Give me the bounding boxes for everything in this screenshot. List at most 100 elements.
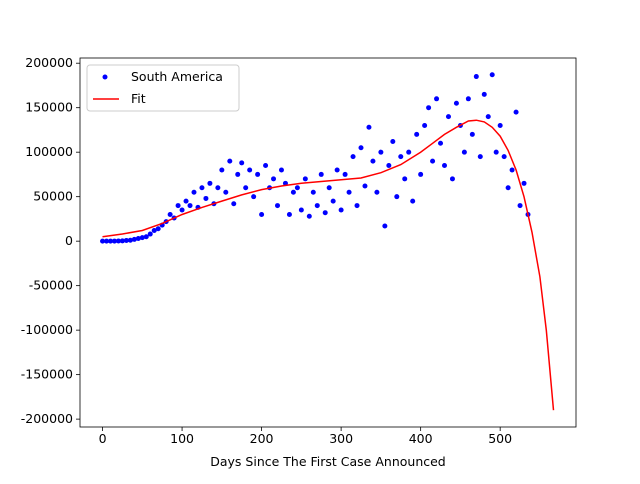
data-point [275, 203, 281, 209]
data-point [239, 160, 245, 166]
data-point [199, 185, 205, 191]
data-point [127, 237, 133, 243]
data-point [227, 158, 233, 164]
x-tick-label: 400 [409, 431, 433, 446]
data-point [513, 109, 519, 115]
data-point [107, 238, 113, 244]
y-tick-label: -100000 [21, 322, 73, 337]
data-point [231, 201, 237, 207]
data-point [485, 114, 491, 120]
data-point [414, 131, 420, 137]
data-point [243, 185, 249, 191]
data-point [426, 105, 432, 111]
data-point [346, 189, 352, 195]
data-point [469, 131, 475, 137]
data-point [390, 139, 396, 145]
data-point [430, 158, 436, 164]
x-tick-label: 0 [99, 431, 107, 446]
data-point [155, 226, 161, 232]
data-point [147, 231, 153, 237]
data-point [330, 198, 336, 204]
legend-box [86, 64, 240, 112]
legend-marker [102, 74, 108, 80]
data-point [449, 176, 455, 182]
data-point [314, 203, 320, 209]
data-point [207, 180, 213, 186]
data-point [310, 189, 316, 195]
x-tick-label: 200 [250, 431, 274, 446]
data-point [350, 154, 356, 160]
data-point [505, 185, 511, 191]
data-point [434, 96, 440, 102]
data-point [235, 171, 241, 177]
x-axis-label: Days Since The First Case Announced [210, 454, 446, 469]
data-point [517, 203, 523, 209]
data-point [481, 91, 487, 97]
legend-label: South America [131, 69, 223, 84]
data-point [104, 238, 110, 244]
data-point [342, 171, 348, 177]
data-point [406, 149, 412, 155]
data-point [111, 238, 117, 244]
data-point [318, 171, 324, 177]
data-point [445, 114, 451, 120]
data-point [215, 185, 221, 191]
data-point [322, 210, 328, 216]
data-point [179, 207, 185, 213]
data-point [465, 96, 471, 102]
x-tick-label: 100 [170, 431, 194, 446]
data-point [493, 149, 499, 155]
data-point [131, 236, 137, 242]
data-point [298, 207, 304, 213]
data-point [378, 149, 384, 155]
data-point [219, 167, 225, 173]
data-point [354, 203, 360, 209]
data-point [271, 176, 277, 182]
data-point [143, 234, 149, 240]
y-tick-label: -200000 [21, 411, 73, 426]
data-point [370, 158, 376, 164]
data-point [259, 211, 265, 217]
data-point [139, 235, 145, 241]
data-point [255, 171, 261, 177]
data-point [151, 227, 157, 233]
data-point [489, 72, 495, 78]
data-point [123, 237, 129, 243]
data-point [386, 163, 392, 169]
data-point [366, 124, 372, 130]
data-point [263, 163, 269, 169]
data-point [135, 235, 141, 241]
data-point [453, 100, 459, 106]
data-point [223, 189, 229, 195]
data-point [306, 213, 312, 219]
data-point [473, 74, 479, 80]
data-point [418, 171, 424, 177]
data-point [290, 189, 296, 195]
data-point [362, 183, 368, 189]
y-tick-label: 150000 [25, 100, 73, 115]
y-tick-label: 0 [65, 233, 73, 248]
data-point [286, 211, 292, 217]
y-tick-label: 100000 [25, 144, 73, 159]
y-tick-label: 50000 [33, 189, 73, 204]
data-point [167, 211, 173, 217]
data-point [302, 176, 308, 182]
data-point [402, 176, 408, 182]
data-point [338, 207, 344, 213]
y-tick-label: -150000 [21, 367, 73, 382]
data-point [326, 185, 332, 191]
data-point [247, 167, 253, 173]
x-tick-label: 300 [329, 431, 353, 446]
data-point [334, 167, 340, 173]
data-point [374, 189, 380, 195]
data-point [100, 238, 106, 244]
data-point [398, 154, 404, 160]
data-point [119, 238, 125, 244]
data-point [477, 154, 483, 160]
x-tick-label: 500 [488, 431, 512, 446]
data-point [422, 122, 428, 128]
data-point [183, 198, 189, 204]
data-point [175, 203, 181, 209]
fit-line [102, 119, 555, 411]
